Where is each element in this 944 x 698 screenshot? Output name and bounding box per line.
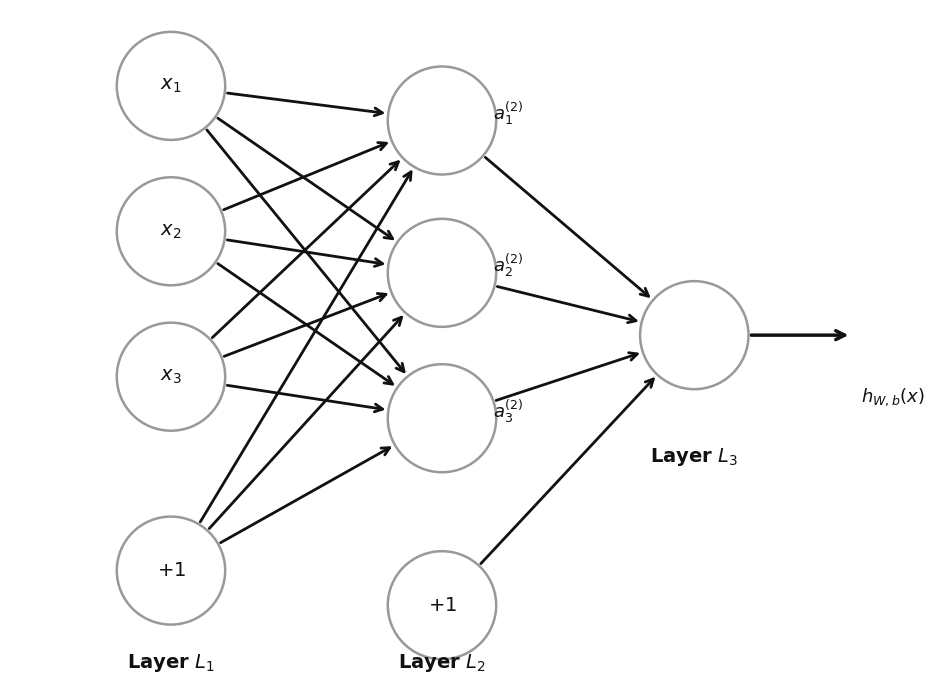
Text: Layer $L_1$: Layer $L_1$: [126, 653, 215, 674]
Text: $h_{W,b}(x)$: $h_{W,b}(x)$: [861, 387, 924, 408]
Ellipse shape: [388, 66, 497, 174]
Ellipse shape: [388, 364, 497, 473]
Text: $x_3$: $x_3$: [160, 367, 182, 386]
Text: $a_1^{(2)}$: $a_1^{(2)}$: [494, 100, 524, 127]
Text: $+1$: $+1$: [428, 595, 457, 615]
Text: $x_2$: $x_2$: [160, 222, 181, 241]
Ellipse shape: [640, 281, 749, 389]
Ellipse shape: [117, 517, 226, 625]
Text: Layer $L_3$: Layer $L_3$: [650, 446, 738, 468]
Text: Layer $L_2$: Layer $L_2$: [398, 653, 486, 674]
Ellipse shape: [117, 32, 226, 140]
Ellipse shape: [388, 218, 497, 327]
Ellipse shape: [388, 551, 497, 659]
Ellipse shape: [117, 322, 226, 431]
Text: $+1$: $+1$: [157, 561, 185, 580]
Text: $x_1$: $x_1$: [160, 76, 181, 96]
Text: $a_3^{(2)}$: $a_3^{(2)}$: [494, 398, 524, 425]
Text: $a_2^{(2)}$: $a_2^{(2)}$: [494, 253, 524, 279]
Ellipse shape: [117, 177, 226, 285]
